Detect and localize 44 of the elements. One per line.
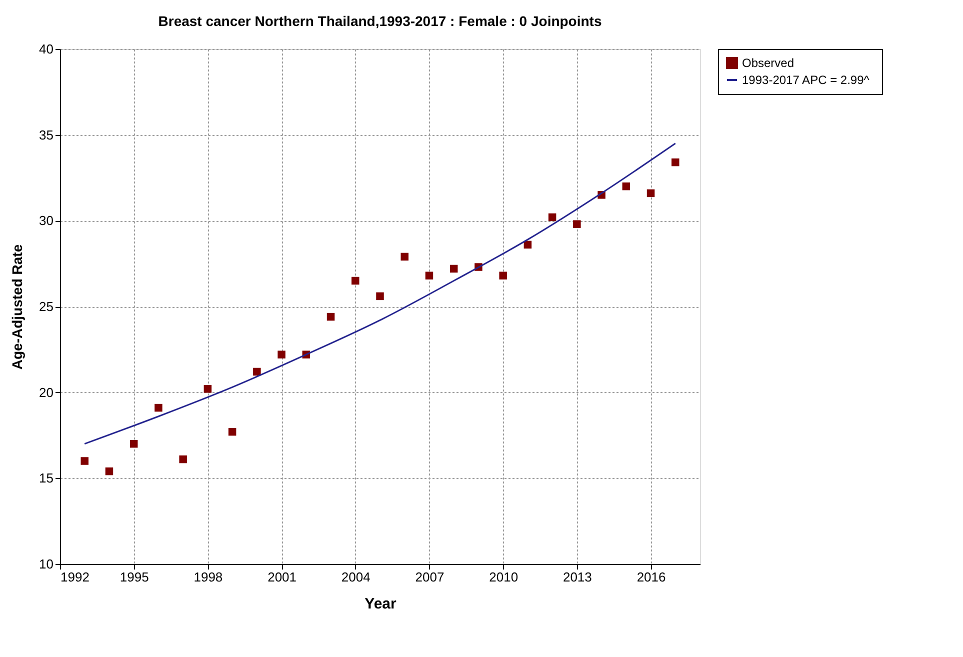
x-tick-label: 1992 <box>60 570 90 584</box>
x-tick-label: 2016 <box>636 570 666 584</box>
point <box>228 428 236 436</box>
legend-label: 1993-2017 APC = 2.99^ <box>742 73 870 87</box>
x-tick-label: 2013 <box>562 570 592 584</box>
y-axis-title: Age-Adjusted Rate <box>9 244 26 370</box>
point <box>573 220 581 228</box>
point <box>425 272 434 280</box>
x-tick-label: 1995 <box>120 570 149 584</box>
point <box>548 213 556 222</box>
x-axis-title: Year <box>364 596 397 612</box>
point <box>450 264 458 273</box>
point <box>253 368 261 376</box>
x-tick-label: 2004 <box>341 570 370 584</box>
point <box>80 457 88 465</box>
y-tick-label: 40 <box>39 42 54 56</box>
point <box>105 467 114 476</box>
point <box>278 350 286 358</box>
point <box>400 252 408 261</box>
point <box>524 240 532 249</box>
point <box>352 276 360 285</box>
x-tick-label: 2001 <box>268 570 296 584</box>
y-tick-label: 25 <box>39 299 54 314</box>
point <box>154 404 162 412</box>
line-series <box>84 142 676 445</box>
y-tick-label: 20 <box>39 384 54 400</box>
legend-label: Observed <box>742 56 794 70</box>
point <box>204 385 212 393</box>
point <box>646 189 655 198</box>
point <box>179 455 187 464</box>
y-tick-label: 10 <box>39 556 54 572</box>
y-tick-label: 35 <box>39 127 54 142</box>
x-tick-label: 1998 <box>194 570 223 584</box>
point <box>376 292 384 300</box>
point <box>622 182 630 190</box>
y-tick-label: 15 <box>39 470 54 486</box>
point <box>499 272 507 280</box>
point <box>326 312 335 321</box>
y-tick-label: 30 <box>39 213 54 228</box>
x-tick-label: 2007 <box>415 570 444 584</box>
chart-title: Breast cancer Northern Thailand,1993-2017 : Female : 0 Joinpoints <box>158 13 602 29</box>
point <box>130 440 138 448</box>
x-tick-label: 2010 <box>489 570 518 584</box>
point <box>672 158 680 166</box>
